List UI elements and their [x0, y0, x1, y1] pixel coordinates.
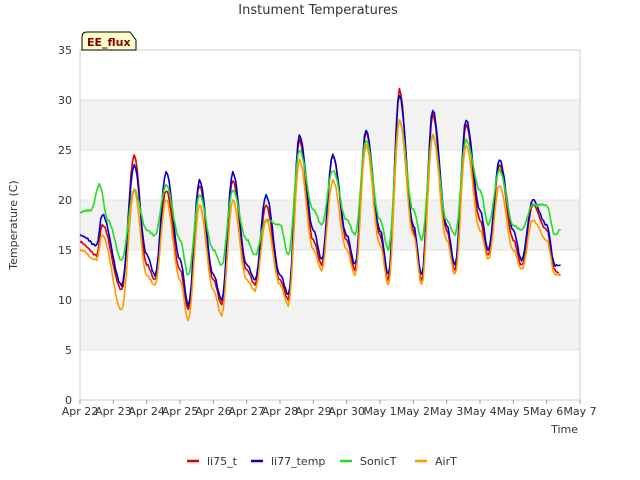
x-tick-label: Apr 28: [262, 405, 299, 418]
x-tick-label: May 7: [563, 405, 596, 418]
x-tick-label: Apr 24: [128, 405, 165, 418]
x-tick-label: Apr 23: [95, 405, 132, 418]
grid-band: [80, 100, 580, 150]
y-tick-label: 25: [58, 144, 72, 157]
x-tick-label: Apr 30: [328, 405, 365, 418]
y-axis-ticks: 0 5 10 15 20 25 30 35: [58, 44, 72, 407]
x-axis-label: Time: [550, 423, 578, 436]
y-axis-label: Temperature (C): [7, 180, 20, 270]
y-tick-label: 15: [58, 244, 72, 257]
plot-frame: [79, 49, 581, 401]
y-tick-label: 35: [58, 44, 72, 57]
legend-label: AirT: [435, 455, 457, 468]
grid-bands: [80, 99, 580, 401]
x-tick-label: May 3: [430, 405, 463, 418]
x-tick-label: May 2: [397, 405, 430, 418]
x-tick-label: Apr 27: [228, 405, 265, 418]
x-tick-label: May 1: [363, 405, 396, 418]
y-tick-label: 20: [58, 194, 72, 207]
badge-label: EE_flux: [87, 36, 131, 49]
series-line-airt: [79, 119, 561, 322]
legend-label: SonicT: [360, 455, 397, 468]
y-tick-label: 0: [65, 394, 72, 407]
chart-title: Instument Temperatures: [238, 3, 398, 18]
y-tick-label: 10: [58, 294, 72, 307]
x-tick-label: May 5: [497, 405, 530, 418]
legend-label: li77_temp: [271, 455, 325, 468]
legend-label: li75_t: [207, 455, 238, 468]
badge: EE_flux: [81, 31, 137, 51]
series-lines: [79, 87, 561, 322]
series-line-li77-temp: [79, 94, 561, 307]
legend: li75_t li77_temp SonicT AirT: [187, 455, 457, 468]
x-tick-label: Apr 29: [295, 405, 332, 418]
y-tick-label: 30: [58, 94, 72, 107]
series-line-sonict: [79, 119, 561, 276]
x-tick-label: May 4: [463, 405, 496, 418]
x-tick-label: Apr 26: [195, 405, 232, 418]
x-tick-label: May 6: [530, 405, 563, 418]
grid-band: [80, 300, 580, 350]
badge-box: [81, 31, 137, 51]
x-tick-label: Apr 22: [62, 405, 99, 418]
y-tick-label: 5: [65, 344, 72, 357]
x-tick-label: Apr 25: [162, 405, 199, 418]
